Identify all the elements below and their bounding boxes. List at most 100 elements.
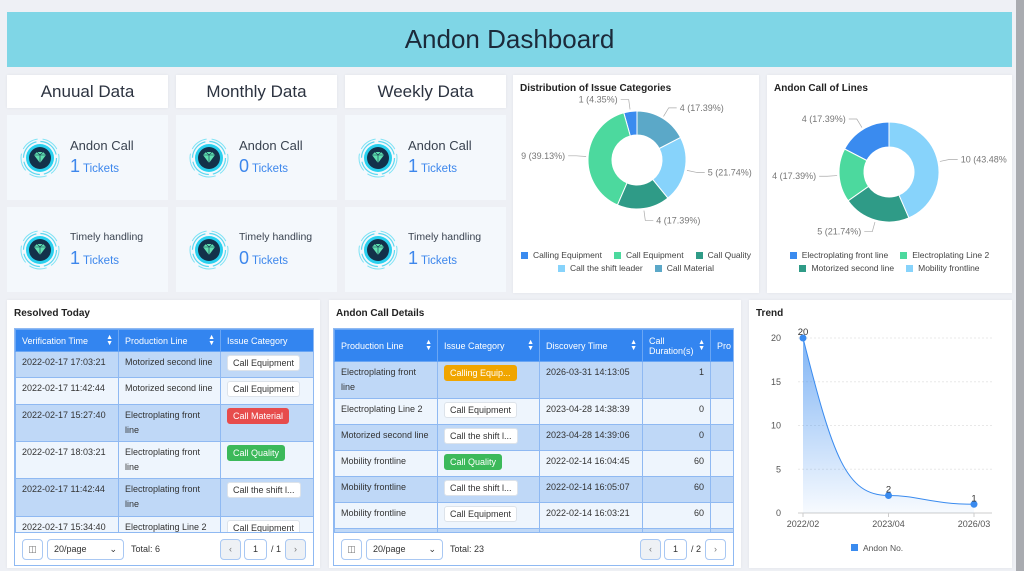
table-cell	[710, 476, 733, 503]
data-label: 9 (39.13%)	[521, 151, 565, 161]
cell-text: 0	[698, 404, 704, 414]
column-settings-button[interactable]: ◫	[22, 538, 43, 560]
table-cell	[710, 361, 733, 399]
label-line	[686, 170, 705, 173]
cell-text: 2022-02-17 11:42:44	[22, 484, 105, 494]
table-cell: 60	[642, 450, 711, 477]
data-label: 4 (17.39%)	[680, 103, 724, 113]
legend-label: Call Quality	[707, 250, 752, 260]
legend-item[interactable]: Call Material	[654, 263, 714, 273]
table-row[interactable]: 2022-02-17 18:03:21 Electroplating front …	[15, 441, 313, 479]
x-tick-label: 2022/02	[787, 519, 820, 529]
prev-page-button[interactable]: ‹	[639, 538, 661, 560]
period-header: Weekly Data	[345, 75, 506, 108]
data-point[interactable]	[885, 492, 892, 499]
next-page-button[interactable]: ›	[285, 538, 306, 560]
column-label: Pro Du	[717, 340, 733, 351]
table-row[interactable]: 2022-02-17 11:42:44 Electroplating front …	[15, 478, 313, 517]
column-header[interactable]: Discovery Time ▲ ▼	[539, 329, 643, 362]
legend-label: Electroplating front line	[801, 250, 889, 260]
table-cell: 1	[642, 361, 711, 399]
pie-slice[interactable]	[888, 121, 940, 219]
prev-page-button[interactable]: ‹	[219, 538, 241, 560]
cell-text: 60	[693, 456, 704, 466]
table-row[interactable]: Mobility frontline Call the shift l... 202…	[334, 476, 733, 503]
stat-label: Timely handling	[408, 231, 482, 243]
cell-text: 2022-02-17 15:34:40	[22, 522, 106, 532]
sort-icon[interactable]: ▲ ▼	[698, 338, 705, 352]
legend-item[interactable]: Call Quality	[695, 250, 752, 260]
table-row[interactable]: 2022-02-17 11:42:44 Motorized second line…	[15, 377, 313, 405]
next-page-button[interactable]: ›	[705, 538, 726, 560]
table-row[interactable]	[334, 528, 733, 533]
table-row[interactable]: 2022-02-17 17:03:21 Motorized second line…	[15, 351, 313, 378]
legend-item[interactable]: Electroplating Line 2	[900, 250, 989, 260]
table-cell: 60	[642, 476, 711, 503]
page-size-select[interactable]: 20/page ⌄	[366, 538, 443, 560]
legend-item[interactable]: Call the shift leader	[557, 263, 643, 273]
sort-icon[interactable]: ▲ ▼	[425, 338, 432, 352]
category-tag: Call the shift l...	[227, 482, 301, 498]
legend-swatch	[906, 265, 914, 272]
table-row[interactable]: Electroplating front line Calling Equip..…	[334, 361, 733, 399]
sort-icon[interactable]: ▲ ▼	[527, 338, 534, 352]
page-input[interactable]: 1	[663, 538, 687, 560]
column-header[interactable]: Verification Time ▲ ▼	[15, 329, 119, 352]
legend-swatch	[789, 252, 797, 259]
column-header[interactable]: Production Line ▲ ▼	[334, 329, 438, 362]
legend-item[interactable]: Electroplating front line	[789, 250, 889, 260]
category-tag: Call Equipment	[227, 381, 301, 397]
category-tag: Call Equipment	[444, 402, 518, 418]
category-tag: Call Equipment	[227, 355, 301, 371]
column-settings-button[interactable]: ◫	[341, 538, 362, 560]
table-row[interactable]: Electroplating Line 2 Call Equipment 2023-…	[334, 398, 733, 425]
table-cell: 2022-02-14 16:04:45	[539, 450, 643, 477]
details-table-scroll[interactable]: Production Line ▲ ▼ Issue Category ▲ ▼ Discove…	[333, 328, 734, 533]
pie-slice[interactable]	[636, 110, 682, 150]
andon-details-panel: Andon Call Details Production Line ▲ ▼ Issu…	[329, 300, 741, 568]
sort-icon[interactable]: ▲ ▼	[630, 338, 637, 352]
column-header[interactable]: Production Line ▲ ▼	[118, 329, 221, 352]
scrollbar[interactable]	[1016, 0, 1024, 571]
page-input[interactable]: 1	[243, 538, 267, 560]
cell-text: 1	[698, 367, 704, 377]
pie-slice[interactable]	[587, 112, 631, 206]
data-point[interactable]	[970, 500, 978, 508]
column-header[interactable]: Issue Category	[220, 329, 313, 352]
data-point[interactable]	[799, 334, 807, 342]
legend-item[interactable]: Calling Equipment	[520, 250, 602, 260]
table-cell: Mobility frontline	[334, 502, 438, 529]
table-cell: Call Material	[220, 404, 313, 442]
legend-label[interactable]: Andon No.	[863, 543, 903, 553]
table-row[interactable]: Mobility frontline Call Quality 2022-02-14…	[334, 450, 733, 477]
column-header[interactable]: Call Duration(s) ▲ ▼	[642, 329, 711, 362]
total-count: Total: 6	[131, 544, 161, 554]
legend-label: Call Equipment	[625, 250, 684, 260]
table-row[interactable]: 2022-02-17 15:34:40 Electroplating Line 2…	[15, 516, 313, 533]
andon-call-stat: Andon Call 1 Tickets	[7, 115, 168, 200]
sort-icon[interactable]: ▲ ▼	[208, 333, 215, 347]
cell-text: Motorized second line	[125, 383, 213, 393]
chart-title: Andon Call of Lines	[774, 83, 868, 94]
total-count: Total: 23	[450, 544, 485, 554]
page-size-select[interactable]: 20/page ⌄	[47, 538, 124, 560]
cell-text: 2022-02-17 11:42:44	[22, 383, 105, 393]
table-row[interactable]: Motorized second line Call the shift l...…	[334, 424, 733, 451]
table-row[interactable]: 2022-02-17 15:27:40 Electroplating front …	[15, 404, 313, 442]
x-tick-label: 2026/03	[958, 519, 991, 529]
series-line	[802, 337, 975, 505]
legend-item[interactable]: Call Equipment	[613, 250, 684, 260]
column-header[interactable]: Issue Category ▲ ▼	[437, 329, 540, 362]
legend-item[interactable]: Motorized second line	[799, 263, 894, 273]
resolved-table-scroll[interactable]: Verification Time ▲ ▼ Production Line ▲ ▼ Issu…	[14, 328, 314, 533]
panel-title: Andon Call Details	[336, 308, 425, 319]
stat-unit: Tickets	[83, 255, 120, 267]
table-row[interactable]: Mobility frontline Call Equipment 2022-02-…	[334, 502, 733, 529]
legend-item[interactable]: Mobility frontline	[906, 263, 980, 273]
stat-label: Andon Call	[408, 138, 472, 153]
header-row: Production Line ▲ ▼ Issue Category ▲ ▼ Discove…	[334, 329, 733, 362]
page-size-value: 20/page	[373, 544, 406, 554]
column-header[interactable]: Pro Du	[710, 329, 733, 362]
sort-icon[interactable]: ▲ ▼	[106, 333, 113, 347]
table-cell: 2023-04-28 14:38:39	[539, 398, 643, 425]
